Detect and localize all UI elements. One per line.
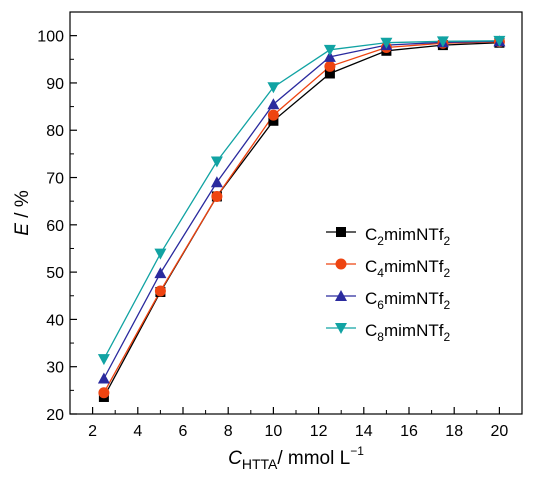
data-point	[267, 98, 280, 110]
legend-marker-c6	[335, 290, 347, 301]
legend-label-c4: C4mimNTf2	[365, 257, 450, 280]
series-line	[103, 40, 500, 360]
y-tick-label: 50	[46, 265, 64, 282]
x-tick-label: 18	[445, 423, 463, 440]
data-point	[493, 35, 506, 47]
series-line	[103, 42, 500, 398]
data-point	[323, 50, 336, 62]
data-point	[324, 60, 336, 72]
x-tick-label: 20	[491, 423, 509, 440]
x-tick-label: 8	[224, 423, 233, 440]
x-axis-title: CHTTA/ mmol L−1	[228, 444, 364, 472]
legend-item: C6mimNTf2	[326, 289, 450, 312]
legend-marker-c8	[335, 323, 347, 334]
data-point	[154, 285, 166, 297]
data-point	[154, 248, 167, 260]
data-point	[154, 267, 167, 279]
legend: C2mimNTf2 C4mimNTf2 C6mimNTf2 C8mimNTf2	[326, 225, 450, 344]
series-lines	[103, 40, 500, 398]
data-point	[97, 354, 110, 366]
legend-item: C8mimNTf2	[326, 321, 450, 344]
data-point	[210, 156, 223, 168]
data-point	[267, 82, 280, 94]
data-point	[324, 68, 335, 79]
legend-marker-c2	[336, 227, 346, 237]
data-point	[98, 387, 110, 399]
data-point	[380, 37, 393, 49]
legend-label-c6: C6mimNTf2	[365, 289, 450, 312]
y-tick-label: 20	[46, 407, 64, 424]
x-tick-label: 14	[355, 423, 373, 440]
data-point	[267, 109, 279, 121]
x-tick-label: 4	[133, 423, 142, 440]
legend-label-c8: C8mimNTf2	[365, 321, 450, 344]
y-tick-label: 70	[46, 171, 64, 188]
data-point	[97, 372, 110, 384]
y-tick-label: 90	[46, 76, 64, 93]
data-point	[268, 115, 279, 126]
y-axis-title: E / %	[12, 190, 33, 236]
x-tick-label: 16	[400, 423, 418, 440]
plot-frame	[69, 11, 523, 415]
x-tick-label: 10	[265, 423, 283, 440]
series-markers	[97, 35, 506, 402]
y-tick-label: 40	[46, 312, 64, 329]
legend-label-c2: C2mimNTf2	[365, 225, 450, 248]
series-line	[103, 41, 500, 394]
y-tick-label: 80	[46, 123, 64, 140]
y-tick-label: 30	[46, 360, 64, 377]
data-point	[436, 36, 449, 48]
x-tick-label: 12	[310, 423, 328, 440]
y-tick-label: 60	[46, 218, 64, 235]
data-point	[210, 176, 223, 188]
legend-marker-c4	[335, 258, 347, 270]
y-tick-label: 100	[37, 29, 64, 46]
series-line	[103, 40, 500, 379]
x-tick-label: 2	[88, 423, 97, 440]
legend-item: C2mimNTf2	[326, 225, 450, 248]
data-point	[211, 190, 223, 202]
x-tick-label: 6	[179, 423, 188, 440]
legend-item: C4mimNTf2	[326, 257, 450, 280]
data-point	[323, 44, 336, 56]
axis-ticks: 2 4 6 8 10 12 14 16 18 20 20 30 40 50 60 70 80 90 100	[37, 29, 508, 440]
